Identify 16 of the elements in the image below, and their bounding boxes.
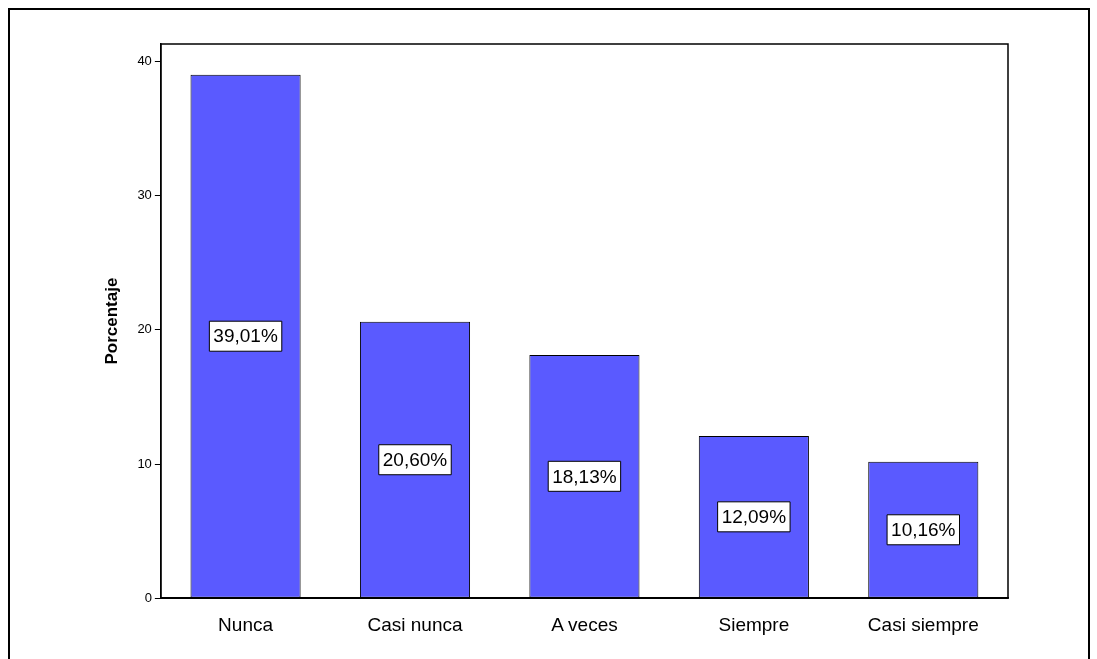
data-label: 18,13% xyxy=(552,465,617,487)
y-axis-title: Porcentaje xyxy=(101,277,121,365)
x-tick-label: Siempre xyxy=(718,613,790,635)
data-label: 10,16% xyxy=(891,519,956,541)
y-tick-label: 10 xyxy=(137,455,152,471)
y-tick-label: 20 xyxy=(137,321,152,337)
data-label: 20,60% xyxy=(382,448,448,470)
x-tick-label: Casi siempre xyxy=(867,613,979,635)
data-label: 12,09% xyxy=(721,506,787,528)
x-tick-label: Casi nunca xyxy=(367,613,463,635)
data-label: 39,01% xyxy=(213,325,278,347)
y-tick-label: 30 xyxy=(137,187,152,203)
x-tick-label: Nunca xyxy=(218,613,274,635)
y-tick-label: 40 xyxy=(137,53,152,69)
y-tick-label: 0 xyxy=(144,589,152,605)
x-tick-label: A veces xyxy=(551,613,618,635)
